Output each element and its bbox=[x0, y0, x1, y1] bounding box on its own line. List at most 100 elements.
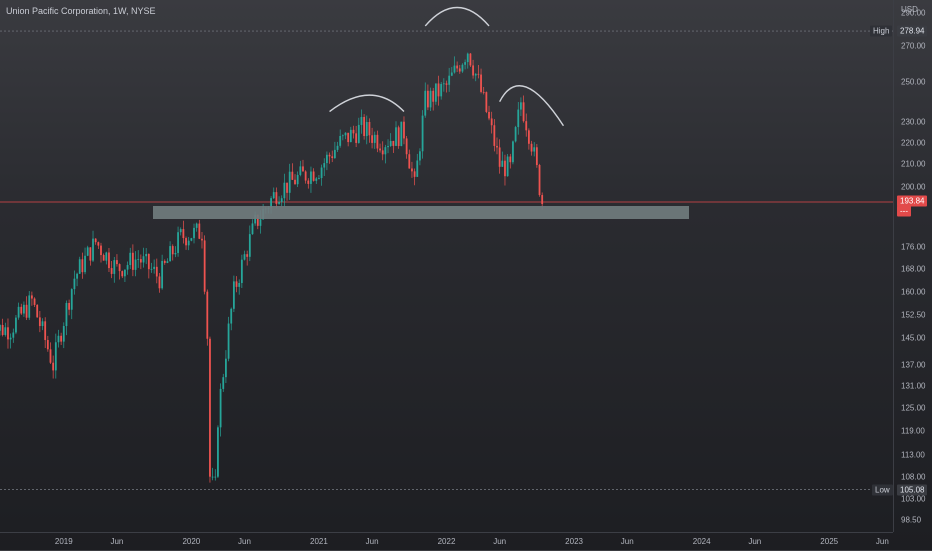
candle bbox=[339, 129, 342, 148]
candle bbox=[124, 269, 126, 282]
candle bbox=[201, 231, 203, 249]
candle bbox=[424, 82, 427, 118]
candle bbox=[349, 126, 352, 143]
price-tick: 131.00 bbox=[901, 381, 926, 391]
candle bbox=[1, 318, 4, 337]
candle bbox=[504, 154, 506, 186]
candle bbox=[76, 272, 78, 287]
price-tick: 125.00 bbox=[901, 403, 926, 413]
candle bbox=[89, 247, 92, 266]
candle bbox=[275, 187, 278, 209]
last-price-sub: --- bbox=[897, 205, 911, 217]
candle bbox=[102, 253, 105, 261]
candle bbox=[397, 125, 400, 149]
price-tick: 230.00 bbox=[901, 117, 926, 127]
time-tick: Jun bbox=[875, 537, 889, 546]
candle bbox=[9, 333, 12, 349]
candle bbox=[400, 121, 403, 147]
candle bbox=[52, 355, 55, 379]
candle bbox=[179, 227, 182, 236]
time-tick: Jun bbox=[238, 537, 251, 546]
candle bbox=[177, 226, 179, 257]
candle bbox=[139, 254, 142, 270]
candle bbox=[328, 152, 331, 164]
high-value: 278.94 bbox=[897, 25, 928, 37]
candle bbox=[116, 254, 118, 267]
candle bbox=[480, 68, 482, 94]
candle bbox=[488, 105, 490, 121]
candle bbox=[110, 261, 113, 279]
candle bbox=[323, 158, 326, 176]
candle bbox=[432, 87, 435, 111]
candle bbox=[461, 63, 464, 73]
candle bbox=[315, 177, 318, 184]
candlestick-chart[interactable] bbox=[0, 0, 893, 532]
candle bbox=[286, 182, 288, 201]
price-tick: 168.00 bbox=[901, 264, 926, 274]
candle bbox=[493, 119, 496, 152]
price-tick: 270.00 bbox=[901, 41, 926, 51]
candle bbox=[283, 173, 286, 207]
candle bbox=[318, 174, 320, 180]
candle bbox=[405, 136, 408, 159]
candle bbox=[198, 219, 201, 240]
candle bbox=[161, 254, 164, 290]
candle bbox=[395, 121, 397, 146]
candle bbox=[445, 80, 448, 93]
price-tick: 200.00 bbox=[901, 182, 926, 192]
candle bbox=[294, 174, 296, 185]
candle bbox=[408, 149, 411, 169]
candle bbox=[54, 333, 57, 379]
candle bbox=[469, 52, 472, 67]
candle bbox=[352, 125, 355, 139]
candle bbox=[474, 73, 477, 82]
currency-label: USD bbox=[901, 5, 918, 14]
candle bbox=[147, 253, 150, 279]
candle bbox=[219, 383, 222, 437]
price-tick: 176.00 bbox=[901, 242, 926, 252]
candle bbox=[355, 126, 358, 147]
low-value: 105.08 bbox=[897, 484, 928, 496]
candle bbox=[70, 288, 73, 320]
time-axis[interactable] bbox=[0, 532, 893, 551]
candle bbox=[187, 236, 190, 251]
time-tick: 2025 bbox=[820, 537, 839, 546]
price-tick: 103.00 bbox=[901, 494, 926, 504]
time-tick: Jun bbox=[748, 537, 762, 546]
candle bbox=[20, 303, 23, 315]
time-tick: Jun bbox=[493, 537, 507, 546]
candle bbox=[533, 142, 536, 157]
price-axis[interactable] bbox=[893, 0, 932, 532]
candle bbox=[482, 86, 485, 95]
candle bbox=[376, 130, 379, 153]
candle bbox=[68, 299, 71, 316]
time-tick: 2020 bbox=[182, 537, 201, 546]
candle bbox=[530, 140, 533, 156]
candle bbox=[131, 244, 134, 277]
chart-area[interactable]: Union Pacific Corporation, 1W, NYSE bbox=[0, 0, 893, 532]
support-zone bbox=[153, 206, 689, 219]
candle bbox=[501, 151, 504, 167]
candle bbox=[195, 222, 198, 232]
price-tick: 290.00 bbox=[901, 8, 926, 18]
candle bbox=[206, 289, 209, 346]
candle bbox=[171, 244, 174, 261]
candle bbox=[38, 310, 41, 333]
candle bbox=[30, 291, 33, 306]
candle bbox=[373, 131, 376, 149]
candle bbox=[440, 82, 443, 100]
candle bbox=[448, 67, 451, 92]
candle bbox=[15, 314, 17, 335]
candle bbox=[384, 144, 387, 164]
candle bbox=[344, 132, 347, 140]
candle bbox=[246, 250, 249, 266]
candle bbox=[137, 250, 140, 268]
candle bbox=[506, 154, 509, 177]
candle bbox=[389, 133, 392, 147]
price-tick: 220.00 bbox=[901, 138, 926, 148]
candle bbox=[227, 316, 230, 362]
candle bbox=[190, 237, 193, 242]
candle bbox=[185, 236, 187, 250]
price-tick: 119.00 bbox=[901, 426, 925, 436]
candle bbox=[341, 134, 344, 141]
